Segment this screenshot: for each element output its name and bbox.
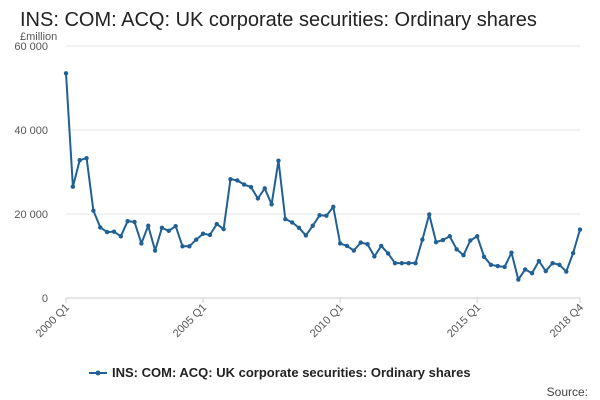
y-tick-label: 20 000 (14, 209, 48, 221)
data-point (118, 234, 124, 239)
data-point (557, 262, 562, 268)
data-point (317, 213, 322, 218)
legend[interactable]: INS: COM: ACQ: UK corporate securities: … (89, 365, 471, 380)
data-point (488, 262, 494, 268)
data-point (139, 241, 144, 246)
data-point (420, 237, 425, 242)
data-point (125, 218, 130, 224)
data-point (427, 212, 432, 217)
y-tick-label: 40 000 (14, 125, 48, 137)
data-point (406, 260, 411, 266)
data-point (502, 264, 507, 270)
data-point (529, 271, 535, 276)
data-point (536, 258, 542, 264)
y-tick-label: 60 000 (14, 41, 48, 53)
data-point (283, 216, 288, 222)
x-tick-label: 2000 Q1 (34, 302, 72, 340)
y-axis-unit: £million (20, 31, 57, 43)
data-point (207, 232, 213, 238)
data-point (173, 223, 178, 229)
data-point (413, 260, 418, 266)
source-label: Source: (547, 385, 588, 399)
x-tick-label: 2005 Q1 (171, 302, 209, 340)
data-point (77, 158, 82, 163)
series-group (63, 71, 583, 282)
data-point (296, 225, 302, 231)
data-point (269, 202, 274, 207)
data-point (399, 260, 405, 266)
data-point (379, 243, 384, 249)
data-point (433, 239, 439, 245)
x-tick-label: 2018 Q4 (548, 302, 586, 340)
data-point (235, 178, 240, 183)
data-point (337, 241, 343, 246)
data-point (214, 221, 219, 227)
x-tick-label: 2010 Q1 (308, 302, 346, 340)
data-point (495, 263, 500, 269)
data-point (481, 254, 487, 260)
legend-marker-icon (95, 370, 101, 376)
data-point (447, 234, 452, 239)
legend-label: INS: COM: ACQ: UK corporate securities: … (112, 365, 471, 380)
data-point (475, 234, 480, 239)
data-point (454, 247, 459, 252)
data-point (84, 155, 89, 161)
data-point (104, 229, 110, 235)
data-point (468, 238, 473, 243)
data-point (70, 184, 76, 189)
y-axis-tick-labels: 0 20 000 40 000 60 000 (14, 41, 48, 305)
data-point (221, 226, 226, 232)
data-point (255, 196, 261, 201)
data-point (564, 269, 569, 274)
data-point (132, 219, 137, 225)
data-point (550, 260, 555, 266)
data-point (111, 229, 117, 234)
data-point (392, 260, 398, 266)
data-point (98, 225, 103, 230)
data-point (522, 267, 528, 272)
data-point (570, 250, 576, 256)
data-point (262, 186, 267, 191)
data-point (358, 240, 363, 245)
data-point (344, 243, 350, 249)
series-line (65, 73, 581, 281)
data-point (324, 213, 329, 218)
data-point (248, 184, 254, 190)
data-point (385, 251, 391, 256)
data-point (516, 277, 521, 282)
data-point (331, 204, 336, 210)
data-point (351, 248, 357, 253)
chart-title: INS: COM: ACQ: UK corporate securities: … (20, 9, 537, 31)
data-point (159, 225, 165, 231)
data-point (365, 242, 370, 247)
x-tick-label: 2015 Q1 (445, 302, 483, 340)
data-point (91, 208, 96, 213)
data-point (543, 268, 548, 274)
gridlines (66, 45, 580, 215)
data-point (509, 250, 514, 255)
data-point (200, 231, 206, 236)
data-point (180, 244, 185, 249)
x-axis: 2000 Q1 2005 Q1 2010 Q1 2015 Q1 2018 Q4 (34, 297, 586, 340)
data-point (63, 71, 69, 76)
data-point (187, 244, 192, 249)
data-point (241, 182, 247, 187)
data-point (461, 252, 466, 258)
data-point (289, 220, 295, 225)
data-point (577, 227, 583, 232)
data-point (194, 237, 199, 242)
data-point (166, 228, 171, 233)
y-tick-label: 0 (42, 293, 48, 305)
data-point (372, 254, 377, 259)
data-point (276, 158, 281, 163)
data-point (152, 248, 158, 253)
data-point (440, 237, 446, 243)
data-point (310, 223, 315, 228)
data-point (146, 223, 151, 228)
data-point (303, 233, 309, 238)
data-point (228, 176, 233, 182)
